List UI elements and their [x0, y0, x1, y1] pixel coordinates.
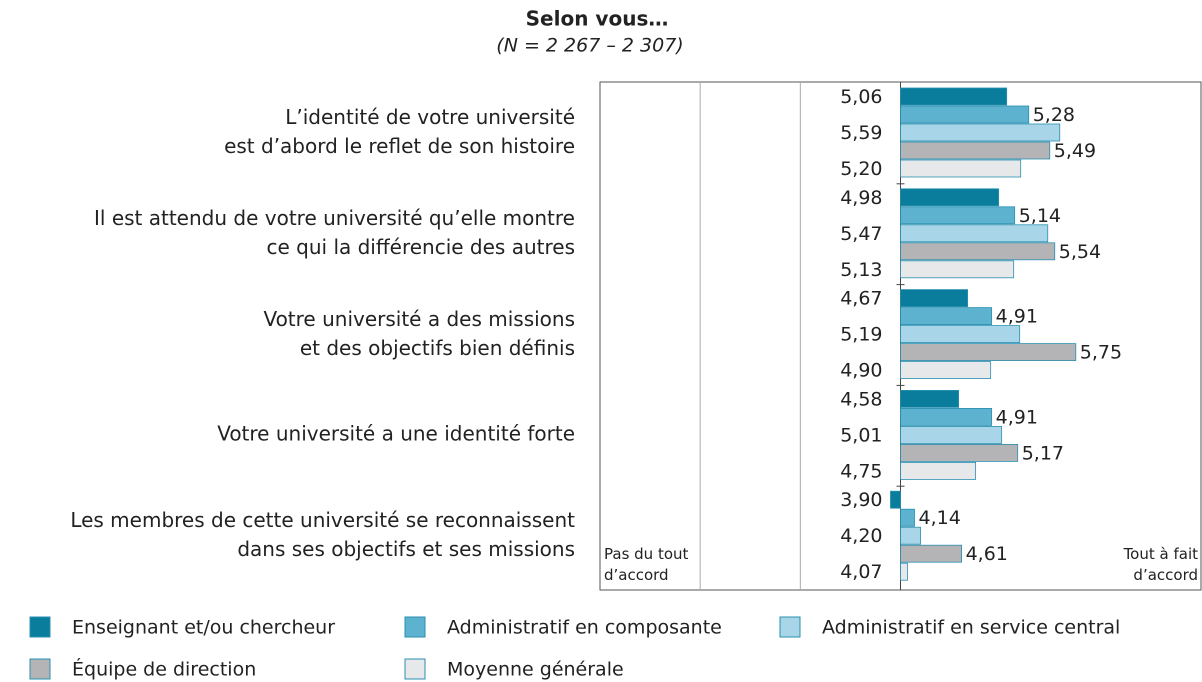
bar: [900, 87, 1008, 106]
value-label: 5,54: [1059, 241, 1101, 263]
bar: [900, 224, 1049, 243]
value-label: 5,19: [840, 324, 882, 346]
legend-label: Moyenne générale: [447, 659, 624, 681]
chart-subtitle: (N = 2 267 – 2 307): [496, 35, 683, 57]
value-label: 5,17: [1022, 442, 1064, 464]
bar: [900, 141, 1051, 160]
bar: [900, 343, 1077, 362]
bar: [900, 544, 963, 563]
bar: [900, 325, 1021, 344]
value-label: 5,49: [1054, 140, 1096, 162]
value-label: 4,20: [840, 525, 882, 547]
value-label: 4,07: [840, 561, 882, 583]
legend-label: Équipe de direction: [72, 658, 256, 681]
value-label: 4,61: [966, 543, 1008, 565]
bar: [900, 159, 1022, 178]
bar: [900, 242, 1056, 261]
axis-high-label: Tout à fait d’accord: [1123, 545, 1198, 584]
bar: [890, 490, 901, 509]
value-label: 4,75: [840, 460, 882, 482]
value-label: 4,98: [840, 187, 882, 209]
bar: [900, 508, 915, 527]
value-label: 4,91: [996, 406, 1038, 428]
legend-swatch: [404, 616, 426, 638]
legend-label: Administratif en composante: [447, 617, 722, 639]
axis-low-label: Pas du tout d’accord: [604, 545, 689, 584]
value-label: 4,58: [840, 388, 882, 410]
value-label: 5,14: [1019, 205, 1061, 227]
bar: [900, 407, 993, 426]
category-label: Votre université a des missions et des o…: [263, 306, 575, 360]
bar: [900, 443, 1019, 462]
bar: [900, 389, 959, 408]
category-label: Votre université a une identité forte: [217, 421, 575, 446]
legend-swatch: [404, 658, 426, 680]
legend-swatch: [779, 616, 801, 638]
value-label: 5,20: [840, 158, 882, 180]
bar: [900, 260, 1015, 279]
category-label: Les membres de cette université se recon…: [70, 508, 575, 562]
value-label: 3,90: [840, 489, 882, 511]
legend-swatch: [29, 658, 51, 680]
value-label: 5,01: [840, 424, 882, 446]
value-label: 4,90: [840, 360, 882, 382]
bar: [900, 206, 1016, 225]
category-label: L’identité de votre université est d’abo…: [224, 105, 575, 158]
bar: [900, 188, 1000, 207]
value-label: 5,13: [840, 259, 882, 281]
bar: [900, 105, 1030, 124]
bar: [900, 289, 969, 308]
category-label: Il est attendu de votre université qu’el…: [94, 205, 575, 259]
value-label: 4,14: [919, 507, 961, 529]
value-label: 5,06: [840, 86, 882, 108]
value-label: 4,67: [840, 288, 882, 310]
value-label: 5,75: [1080, 342, 1122, 364]
legend-label: Administratif en service central: [822, 617, 1120, 639]
bar: [900, 123, 1061, 142]
bar: [900, 307, 993, 326]
value-label: 5,59: [840, 122, 882, 144]
bar: [900, 461, 977, 480]
bar: [900, 562, 908, 581]
value-label: 4,91: [996, 306, 1038, 328]
chart-title: Selon vous…: [526, 7, 669, 31]
legend-label: Enseignant et/ou chercheur: [72, 617, 335, 639]
bar: [900, 361, 992, 380]
value-label: 5,28: [1033, 104, 1075, 126]
value-label: 5,47: [840, 223, 882, 245]
legend-swatch: [29, 616, 51, 638]
bar: [900, 526, 921, 545]
bar: [900, 425, 1003, 444]
